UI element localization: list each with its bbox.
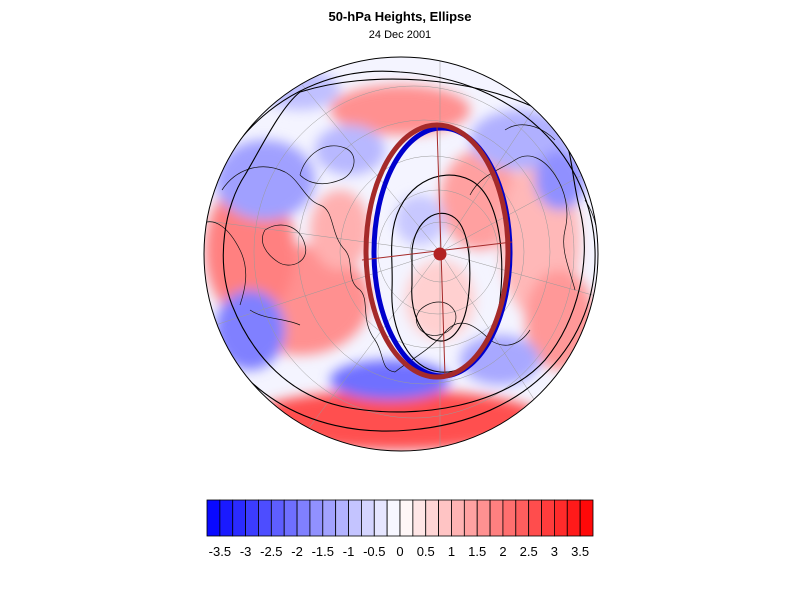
colorbar-box (476, 499, 491, 537)
colorbar-box (502, 499, 517, 537)
colorbar-box (219, 499, 234, 537)
negative-anomaly (315, 125, 385, 175)
colorbar-tick-label: -3 (240, 544, 252, 559)
globe-outline (203, 56, 599, 452)
positive-anomaly (310, 190, 370, 270)
colorbar-box (258, 499, 272, 537)
positive-anomaly (330, 85, 470, 135)
colorbar-box (463, 499, 478, 537)
colorbar-box (335, 499, 349, 537)
colorbar-box (360, 499, 375, 537)
graticule (204, 57, 598, 451)
colorbar-box (232, 499, 246, 537)
positive-anomaly (440, 150, 520, 250)
colorbar-tick-label: -1 (343, 544, 355, 559)
colorbar-tick-label: 0.5 (417, 544, 435, 559)
colorbar-tick-label: -2 (291, 544, 303, 559)
colorbar-box (451, 499, 465, 537)
colorbar-box (489, 499, 504, 537)
colorbar-box (348, 499, 362, 537)
colorbar-box (206, 499, 221, 537)
colorbar-tick-label: 0 (396, 544, 403, 559)
colorbar-box (399, 499, 414, 537)
map-date: 24 Dec 2001 (368, 29, 432, 41)
negative-anomaly (395, 195, 445, 245)
colorbar-labels: -3.5 -3 -2.5 -2 -1.5 -1 -0.5 0 0.5 1 1.5 2 2.5 3 3.5 (209, 544, 590, 559)
colorbar-box (270, 499, 285, 537)
colorbar-box (541, 499, 555, 537)
colorbar-box (322, 499, 337, 537)
colorbar-tick-label: 1.5 (468, 544, 486, 559)
map-title: 50-hPa Heights, Ellipse (328, 9, 472, 24)
colorbar-tick-label: -2.5 (260, 544, 282, 559)
colorbar-boxes (206, 499, 594, 537)
colorbar-box (425, 499, 440, 537)
colorbar-tick-label: -1.5 (312, 544, 334, 559)
ellipse-center-marker (433, 247, 447, 261)
colorbar-box (579, 499, 594, 537)
colorbar-box (309, 499, 324, 537)
negative-anomaly (470, 110, 570, 170)
colorbar-box (566, 499, 581, 537)
colorbar-tick-label: 2 (499, 544, 506, 559)
colorbar-box (412, 499, 427, 537)
colorbar-tick-label: 3.5 (571, 544, 589, 559)
colorbar-box (245, 499, 259, 537)
colorbar-box (528, 499, 542, 537)
colorbar-tick-label: -3.5 (209, 544, 231, 559)
colorbar-box (515, 499, 530, 537)
colorbar-box (438, 499, 452, 537)
colorbar-box (386, 499, 401, 537)
negative-anomaly (215, 140, 315, 220)
colorbar-tick-label: 2.5 (520, 544, 538, 559)
colorbar-box (373, 499, 388, 537)
colorbar-box (554, 499, 568, 537)
colorbar-box (296, 499, 311, 537)
colorbar-box (283, 499, 298, 537)
colorbar-tick-label: 3 (551, 544, 558, 559)
colorbar-tick-label: -0.5 (363, 544, 385, 559)
colorbar-tick-label: 1 (448, 544, 455, 559)
fitted-ellipse (363, 122, 511, 380)
negative-anomaly (215, 290, 285, 370)
negative-anomaly (535, 150, 585, 210)
